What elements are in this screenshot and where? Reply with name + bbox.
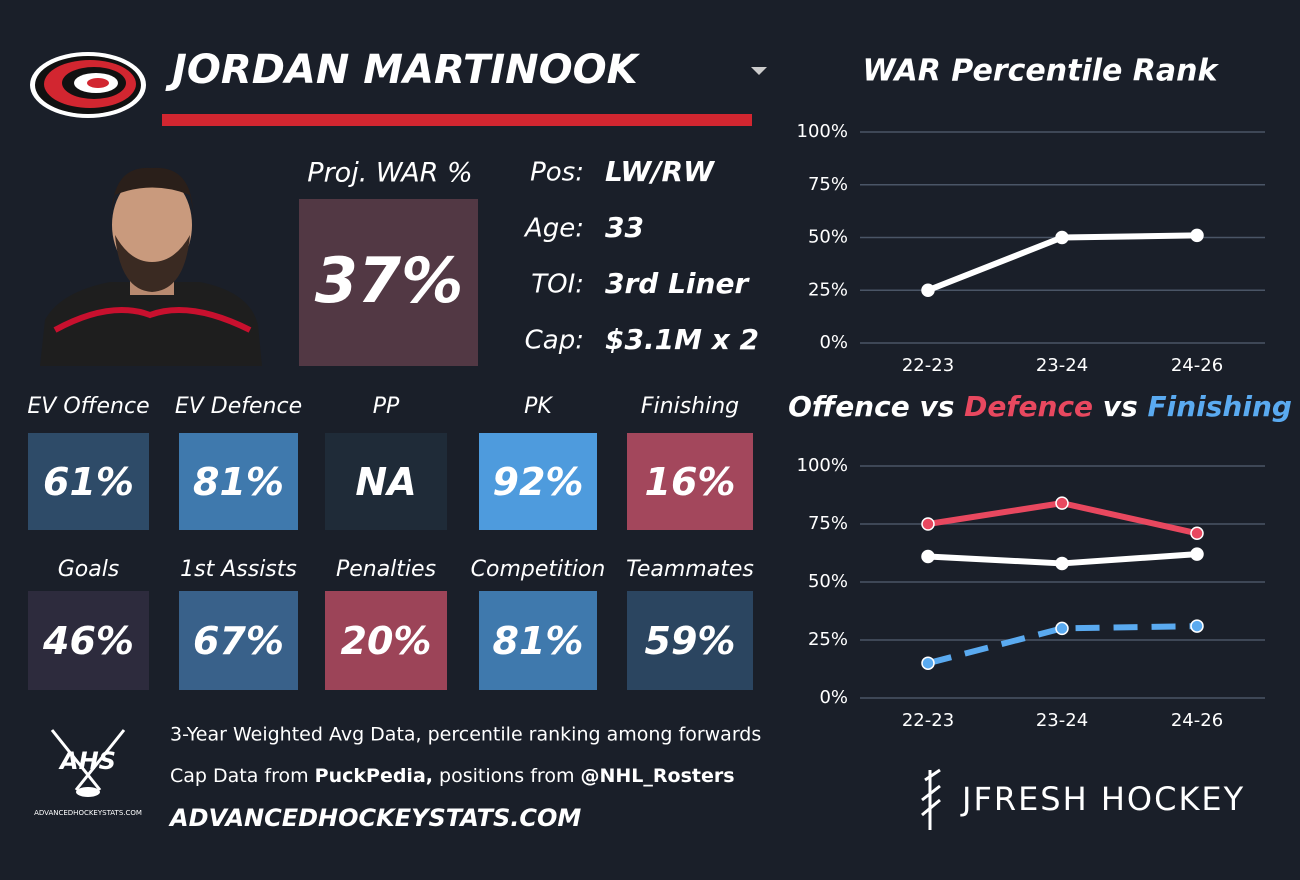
title-separator: vs (1093, 390, 1147, 423)
tile-value: 59% (645, 619, 736, 663)
tile-value: NA (355, 460, 416, 504)
tile (627, 591, 753, 690)
legend-entry: Offence (788, 390, 910, 423)
info-label: TOI: (531, 270, 584, 300)
footer-website: ADVANCEDHOCKEYSTATS.COM (168, 804, 581, 832)
tile (179, 433, 298, 530)
player-photo (40, 167, 262, 366)
series-point (1190, 526, 1204, 541)
tile-label: EV Defence (175, 394, 302, 419)
legend-entry: Finishing (1147, 390, 1291, 423)
footer-sources-part: @NHL_Rosters (581, 765, 735, 787)
ahs-logo-text: AHS (58, 747, 116, 775)
x-tick-label: 24-26 (1171, 710, 1223, 731)
series-point (1190, 547, 1204, 561)
y-tick-label: 25% (808, 629, 848, 650)
tile-value: 61% (43, 460, 134, 504)
charts: WAR Percentile Rank 0% 25% 50% 75% 100% 22-23 2… (788, 54, 1292, 732)
tile-label: Goals (58, 557, 120, 582)
x-tick-label: 24-26 (1171, 355, 1223, 376)
footer-sources: Cap Data from PuckPedia, positions from … (170, 765, 735, 787)
tile-value: 81% (493, 619, 584, 663)
ahs-caption: ADVANCEDHOCKEYSTATS.COM (34, 809, 142, 817)
chart-title: Offence vs Defence vs Finishing (788, 390, 1292, 423)
footer-sources-part: PuckPedia, (315, 765, 433, 787)
ahs-logo: AHS ADVANCEDHOCKEYSTATS.COM (34, 729, 142, 817)
info-label: Cap: (525, 326, 584, 356)
info-value: 33 (605, 211, 644, 244)
tile-label: Finishing (641, 394, 739, 419)
series-point (1055, 496, 1069, 510)
info-label: Age: (523, 214, 584, 244)
proj-war-value: 37% (315, 244, 463, 317)
series-line (927, 623, 1198, 667)
tile (479, 433, 597, 530)
x-tick-label: 23-24 (1036, 710, 1088, 731)
y-tick-label: 100% (797, 121, 848, 142)
series-point (1055, 556, 1069, 571)
x-tick-label: 22-23 (902, 710, 954, 731)
info: Pos: LW/RW Age: 33 TOI: 3rd Liner Cap: $3.1M x … (523, 155, 759, 356)
series-point (1190, 228, 1204, 243)
tile-value: 16% (645, 460, 736, 504)
y-tick-label: 75% (808, 174, 848, 195)
y-tick-label: 25% (808, 279, 848, 300)
team-logo (30, 52, 146, 118)
tiles: EV Offence 61% EV Defence 81% PP NA PK 92% Finis… (27, 394, 754, 690)
y-tick-label: 50% (808, 227, 848, 248)
tile (479, 591, 597, 690)
dropdown[interactable] (751, 67, 767, 75)
footer-sources-part: positions from (433, 765, 581, 787)
x-tick-label: 23-24 (1036, 355, 1088, 376)
tile-label: EV Offence (27, 394, 149, 419)
tile-label: PP (373, 394, 400, 419)
brand-logo (921, 768, 941, 830)
tile-label: Teammates (626, 557, 754, 582)
tile-label: PK (524, 394, 553, 419)
tile-label: Competition (471, 557, 606, 582)
series-point (921, 283, 935, 297)
tile-value: 67% (193, 619, 284, 663)
info-value: $3.1M x 2 (605, 323, 759, 356)
series-point (921, 656, 935, 670)
proj-war-label: Proj. WAR % (307, 158, 472, 189)
footer-sources-part: Cap Data from (170, 765, 315, 787)
tile (28, 591, 149, 690)
tile-value: 81% (193, 460, 284, 504)
tile-value: 20% (341, 619, 432, 663)
info-value: 3rd Liner (605, 267, 750, 300)
legend-entry: Defence (964, 390, 1093, 423)
y-tick-label: 0% (819, 332, 848, 353)
tile-label: Penalties (336, 557, 436, 582)
proj-war-box (299, 199, 478, 366)
tile (627, 433, 753, 530)
series-point (1055, 230, 1069, 245)
series-point (1055, 621, 1069, 636)
y-tick-label: 50% (808, 571, 848, 592)
y-tick-label: 100% (797, 455, 848, 476)
tile-label: 1st Assists (180, 557, 297, 582)
y-tick-label: 0% (819, 687, 848, 708)
y-tick-label: 75% (808, 513, 848, 534)
tile (325, 591, 447, 690)
info-label: Pos: (530, 158, 584, 188)
name-underline (162, 114, 752, 126)
series-point (921, 549, 935, 564)
tile (28, 433, 149, 530)
brand: JFRESH HOCKEY (960, 780, 1245, 818)
info-value: LW/RW (605, 155, 715, 188)
player-name: JORDAN MARTINOOK (165, 47, 641, 93)
series-point (921, 517, 935, 531)
tile (325, 433, 447, 530)
tile (179, 591, 298, 690)
chart-title: WAR Percentile Rank (863, 54, 1220, 89)
x-tick-label: 22-23 (902, 355, 954, 376)
series-point (1190, 619, 1204, 633)
tile-value: 92% (493, 460, 584, 504)
tile-value: 46% (42, 619, 134, 663)
footer-note: 3-Year Weighted Avg Data, percentile ran… (170, 724, 761, 746)
title-separator: vs (910, 390, 964, 423)
